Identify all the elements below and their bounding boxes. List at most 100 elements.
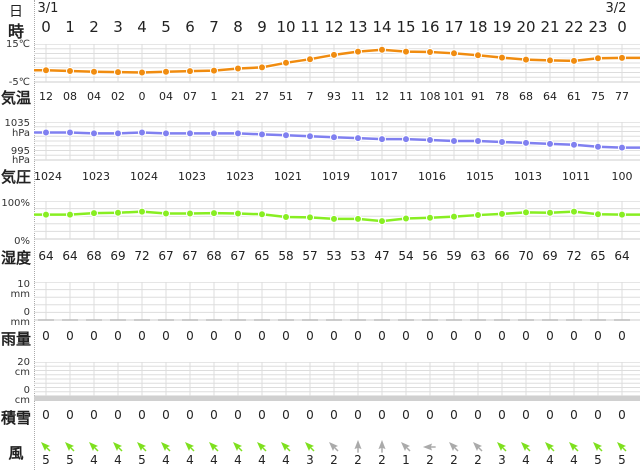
wind-speed-value: 5 [66,453,74,467]
snow-value: 0 [378,408,386,422]
row-label-column: 日 時 15℃ -5℃ 気温 1035 hPa 995 hPa 気圧 100% … [0,0,35,470]
pressure-value: 100 [611,170,633,183]
temperature-value: 101 [443,90,465,103]
humidity-value: 59 [446,249,462,263]
rain-row-label: 雨量 [0,330,31,348]
pressure-value: 1011 [562,170,590,183]
wind-speed-value: 4 [210,453,218,467]
rain-value: 0 [546,329,554,343]
wind-speed-value: 2 [330,453,338,467]
wind-arrow-icon [65,442,75,452]
temperature-value: 11 [399,90,413,103]
wind-speed-value: 1 [402,453,410,467]
hour-label: 5 [161,18,171,36]
wind-speed-row: 5 5 4 4 5 4 4 4 4 4 4 3 2 2 2 1 2 2 2 3 4 4 4 5 5 [34,453,640,473]
temperature-value: 27 [255,90,269,103]
date-label: 3/2 [605,1,627,16]
hour-label: 2 [89,18,99,36]
wind-speed-value: 2 [378,453,386,467]
rain-value: 0 [426,329,434,343]
humidity-value: 68 [206,249,222,263]
wind-speed-value: 4 [114,453,122,467]
snow-value: 0 [546,408,554,422]
snow-value: 0 [354,408,362,422]
wind-arrow-icon [449,442,459,452]
humidity-value: 72 [566,249,582,263]
date-row: 3/1 3/2 [34,1,640,21]
humidity-chart [34,201,640,240]
humidity-value: 64 [38,249,54,263]
hour-row-label: 時 [7,22,24,41]
rain-value: 0 [594,329,602,343]
humidity-value: 57 [302,249,318,263]
temperature-value: 61 [567,90,581,103]
rain-value: 0 [66,329,74,343]
snow-row-label: 積雪 [0,409,31,427]
wind-speed-value: 4 [522,453,530,467]
wind-arrow-icon [569,442,579,452]
hour-label: 1 [65,18,75,36]
pressure-value: 1023 [226,170,254,183]
humidity-value: 56 [422,249,438,263]
temperature-value: 51 [279,90,293,103]
humidity-axis-top: 100% [1,198,30,209]
hour-label: 6 [185,18,195,36]
snow-axis-bottom: 0 [23,385,30,396]
humidity-row-label: 湿度 [0,249,31,267]
snow-value: 0 [426,408,434,422]
pressure-value: 1024 [130,170,158,183]
hour-label: 13 [348,18,368,36]
wind-arrow-icon [233,442,243,452]
snow-value: 0 [570,408,578,422]
humidity-value: 53 [350,249,366,263]
wind-speed-value: 4 [90,453,98,467]
snow-value: 0 [234,408,242,422]
date-row-label: 日 [9,4,23,20]
wind-speed-value: 3 [306,453,314,467]
temperature-value: 02 [111,90,125,103]
wind-arrow-icon [354,440,362,453]
humidity-value: 72 [134,249,150,263]
snow-value: 0 [522,408,530,422]
rain-value: 0 [138,329,146,343]
pressure-value: 1015 [466,170,494,183]
pressure-value: 1023 [178,170,206,183]
rain-value: 0 [378,329,386,343]
wind-arrow-icon [185,442,195,452]
temperature-chart [34,44,640,83]
rain-value: 0 [114,329,122,343]
snow-value: 0 [186,408,194,422]
hour-label: 16 [420,18,440,36]
temperature-value: 07 [183,90,197,103]
wind-arrow-icon [617,442,627,452]
snow-value: 0 [210,408,218,422]
temperature-value: 7 [306,90,314,103]
hour-label: 23 [588,18,608,36]
hour-label: 18 [468,18,488,36]
pressure-values-row: 1024 1023 1024 1023 1023 1021 1019 1017 1016 1015… [34,170,640,190]
pressure-axis-bottom: 995 [10,146,30,157]
hour-label: 7 [209,18,219,36]
wind-arrow-icon [41,442,51,452]
rain-value: 0 [618,329,626,343]
snow-value: 0 [474,408,482,422]
wind-arrow-icon [257,442,267,452]
pressure-value: 1013 [514,170,542,183]
wind-speed-value: 2 [474,453,482,467]
wind-arrow-icon [209,442,219,452]
hour-label: 14 [372,18,392,36]
wind-arrow-icon [401,442,411,452]
snow-value: 0 [498,408,506,422]
hour-label: 19 [492,18,512,36]
pressure-row-label: 気圧 [0,168,31,186]
humidity-value: 67 [158,249,174,263]
wind-speed-value: 3 [498,453,506,467]
pressure-axis-bottom-unit: hPa [11,155,30,166]
temperature-value: 68 [519,90,533,103]
snow-value: 0 [402,408,410,422]
temp-axis-bottom: -5℃ [8,77,30,88]
wind-direction-row [41,440,627,453]
wind-speed-value: 5 [618,453,626,467]
humidity-value: 69 [542,249,558,263]
temperature-value: 75 [591,90,605,103]
